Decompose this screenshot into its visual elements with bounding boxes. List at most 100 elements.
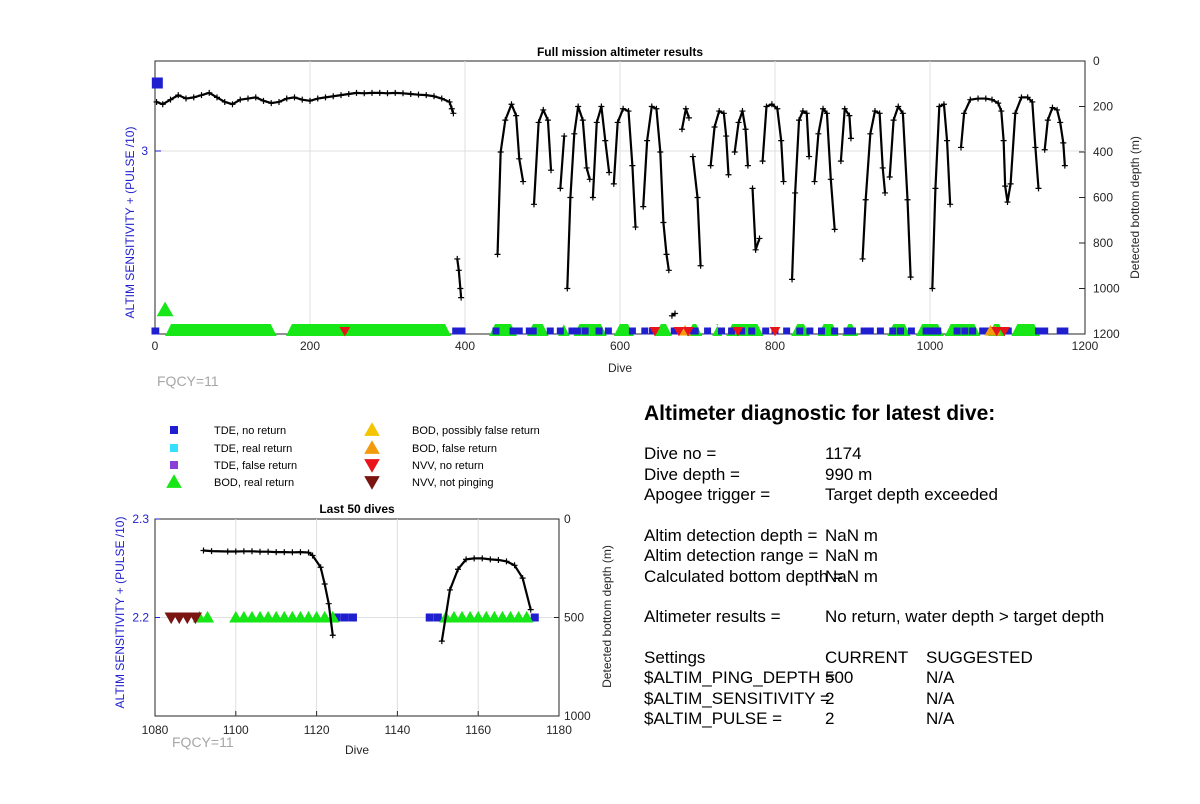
bottom-depth-point <box>540 106 547 113</box>
bottom-depth-point <box>720 110 727 117</box>
bottom-depth-point <box>586 176 593 183</box>
bottom-depth-point <box>606 169 613 176</box>
legend-label: BOD, false return <box>412 443 497 455</box>
detection-range-value: NaN m <box>825 546 878 565</box>
legend-label: BOD, real return <box>214 477 294 489</box>
current-header: CURRENT <box>825 647 909 667</box>
bottom-depth-point <box>232 548 239 555</box>
results-value: No return, water depth > target depth <box>825 607 1105 626</box>
bottom-depth-point <box>183 95 189 102</box>
tde-no-return-marker <box>1061 327 1069 335</box>
bottom-depth-point <box>1057 119 1064 126</box>
bottom-depth-point <box>167 96 174 103</box>
bottom-depth-point <box>229 101 236 108</box>
bod-real-marker <box>1011 324 1041 336</box>
bod-real-marker <box>520 610 534 623</box>
top-y-right-tick-label: 400 <box>1093 145 1113 159</box>
bottom-depth-line <box>642 105 670 271</box>
tde-no-return-marker <box>928 327 936 335</box>
bottom-depth-point <box>660 219 667 226</box>
bottom-depth-point <box>224 548 231 555</box>
bottom-y-left-tick-label: 2.3 <box>132 512 149 526</box>
bottom-depth-point <box>1044 117 1051 124</box>
bottom-depth-point <box>561 133 568 140</box>
tde-no-return-marker <box>897 327 905 335</box>
bottom-y-left-axis-label: ALTIM SENSITIVITY + (PULSE /10) <box>113 517 127 709</box>
bottom-depth-point <box>571 130 578 137</box>
bottom-depth-point <box>961 110 968 117</box>
tde-no-return-marker <box>762 327 770 335</box>
bottom-depth-point <box>153 98 160 105</box>
top-x-axis-label: Dive <box>608 361 632 375</box>
bottom-depth-point <box>998 108 1005 115</box>
bottom-depth-point <box>811 178 818 185</box>
legend-square-icon <box>170 461 178 469</box>
bottom-depth-point <box>975 95 982 102</box>
bottom-depth-point <box>756 235 763 242</box>
tde-no-return-marker <box>907 327 915 335</box>
tde-no-return-marker <box>922 327 930 335</box>
dive-no-label: Dive no = <box>644 444 717 463</box>
bottom-depth-point <box>685 114 692 121</box>
pulse-suggested: N/A <box>926 709 955 728</box>
tde-no-return-marker <box>581 327 589 335</box>
apogee-value: Target depth exceeded <box>825 485 998 504</box>
bottom-depth-point <box>823 110 830 117</box>
tde-no-return-marker <box>492 327 500 335</box>
detection-depth-value: NaN m <box>825 525 878 545</box>
bottom-depth-point <box>876 110 883 117</box>
top-y-right-tick-label: 0 <box>1093 54 1100 68</box>
tde-no-return-marker <box>979 327 987 335</box>
bottom-depth-point <box>450 110 457 117</box>
bottom-depth-point <box>471 555 478 562</box>
bottom-depth-point <box>214 94 220 101</box>
pulse-row: $ALTIM_PULSE = 2 N/A <box>644 709 1184 730</box>
bod-real-marker <box>326 610 340 623</box>
bottom-depth-point <box>289 549 296 556</box>
tde-no-return-marker <box>889 327 897 335</box>
bottom-depth-point <box>520 178 527 185</box>
bottom-depth-point <box>458 294 465 301</box>
nvv-no-return-marker <box>991 326 1003 337</box>
bottom-depth-point <box>1018 94 1025 101</box>
bod-real-marker <box>654 324 672 336</box>
bottom-depth-point <box>438 638 445 645</box>
detection-range-row: Altim detection range = NaN m <box>644 546 1184 567</box>
bottom-depth-point <box>789 276 796 283</box>
bottom-depth-point <box>1061 162 1068 169</box>
detection-depth-label: Altim detection depth = <box>644 525 818 545</box>
tde-no-return-marker <box>983 327 991 335</box>
bottom-depth-point <box>629 162 636 169</box>
bottom-depth-point <box>725 171 732 178</box>
bottom-depth-point <box>544 117 551 124</box>
apogee-row: Apogee trigger = Target depth exceeded <box>644 485 1184 506</box>
ping-depth-label: $ALTIM_PING_DEPTH = <box>644 668 835 687</box>
legend-label: TDE, real return <box>214 443 292 455</box>
bottom-depth-point <box>1029 98 1036 105</box>
calculated-bottom-row: Calculated bottom depth = NaN m <box>644 567 1184 588</box>
bottom-depth-point <box>871 108 878 115</box>
bottom-depth-point <box>682 105 689 112</box>
bottom-depth-line <box>931 103 952 289</box>
bottom-depth-line <box>813 107 836 230</box>
tde-no-return-marker <box>595 327 603 335</box>
legend-square-icon <box>170 426 178 434</box>
bottom-depth-point <box>668 312 675 319</box>
bottom-depth-point <box>564 285 571 292</box>
bottom-depth-point <box>689 153 696 160</box>
bottom-depth-point <box>1000 137 1007 144</box>
bottom-depth-point <box>1002 183 1009 190</box>
top-fqcy-annotation: FQCY=11 <box>157 373 219 389</box>
bottom-depth-point <box>679 126 685 133</box>
legend-label: NVV, not pinging <box>412 477 494 489</box>
tde-no-return-marker <box>843 327 851 335</box>
bottom-x-tick-label: 1180 <box>546 723 572 737</box>
dive-no-value: 1174 <box>825 444 862 463</box>
bottom-depth-point <box>657 149 664 155</box>
bottom-depth-point <box>932 185 939 192</box>
bottom-depth-point <box>392 89 399 96</box>
tde-no-return-marker <box>348 613 357 622</box>
bottom-depth-point <box>265 548 272 555</box>
tde-no-return-marker <box>969 327 977 335</box>
